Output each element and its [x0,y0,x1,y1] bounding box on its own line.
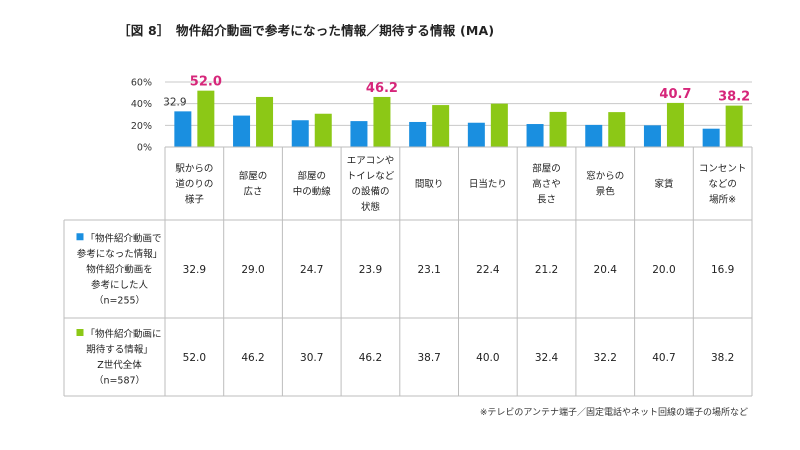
table-cell-value: 22.4 [476,264,500,276]
y-tick-label: 40% [131,99,152,110]
data-label-highlight: 52.0 [190,75,222,90]
table-cell-value: 21.2 [535,264,558,276]
category-label: 道のりの [175,178,213,190]
series-label: 期待する情報」 [86,344,153,356]
table-cell-value: 32.2 [594,352,617,364]
bar-series2 [549,111,567,147]
footnote: ※テレビのアンテナ端子／固定電話やネット回線の端子の場所など [479,408,748,418]
table-cell-value: 38.7 [417,352,440,364]
category-label: 家賃 [654,178,673,190]
category-label: などの [708,179,737,190]
category-label: コンセント [699,163,747,174]
table-cell-value: 40.0 [476,352,499,364]
data-label-highlight: 38.2 [718,90,750,105]
table-cell-value: 46.2 [241,352,264,364]
data-label: 32.9 [163,96,186,108]
bar-series2 [608,112,626,147]
chart-title: ［図 8］ 物件紹介動画で参考になった情報／期待する情報 (MA) [118,23,495,38]
series-label: 「物件紹介動画に [85,328,161,340]
table-cell-value: 52.0 [183,352,206,364]
table-cell-value: 32.9 [183,264,206,276]
table-cell-value: 23.1 [417,264,440,276]
category-label: の設備の [351,186,389,198]
y-tick-label: 60% [131,78,152,89]
table-cell-value: 40.7 [652,352,675,364]
bar-series2 [666,102,684,147]
bar-series1 [526,124,544,147]
bar-series1 [291,120,309,147]
category-label: 状態 [361,201,380,213]
bar-series2 [256,96,274,147]
bar-series2 [490,103,508,147]
series-label: 参考にした人 [91,279,149,291]
table-cell-value: 20.4 [594,264,618,276]
bar-series1 [233,115,251,147]
y-tick-label: 0% [137,143,152,154]
table-cell-value: 16.9 [711,264,734,276]
legend-swatch [76,233,84,241]
bar-series2 [432,105,450,147]
category-label: 部屋の [297,170,326,182]
series-label: （n=255） [94,294,145,306]
bar-series2 [197,90,215,147]
category-label: エアコンや [347,156,395,167]
series-label: Z世代全体 [97,359,142,371]
data-label-highlight: 40.7 [659,87,691,102]
table-cell-value: 38.2 [711,352,734,364]
category-label: 中の動線 [293,186,332,198]
category-label: 広さ [244,186,263,198]
series-label: （n=587） [94,375,145,387]
series-label: 物件紹介動画を [86,263,153,275]
category-label: 長さ [537,194,556,205]
bar-series2 [314,113,332,147]
data-label-highlight: 46.2 [366,81,398,96]
category-label: 場所※ [709,193,736,205]
bar-series1 [643,125,661,147]
bar-series1 [702,128,720,147]
category-label: 窓からの [586,170,624,182]
bar-series1 [409,121,427,147]
category-label: 高さや [532,178,561,190]
table-cell-value: 20.0 [652,264,675,276]
legend-swatch [76,329,84,336]
category-label: 日当たり [469,178,507,190]
bar-series2 [373,96,391,147]
series-label: 参考になった情報」 [77,248,163,260]
table-cell-value: 29.0 [241,264,264,276]
category-label: トイレなど [347,171,395,182]
bar-series2 [725,105,743,147]
category-label: 部屋の [532,162,561,174]
y-tick-label: 20% [131,121,152,132]
category-label: 様子 [185,193,205,205]
table-cell-value: 23.9 [359,264,382,276]
table-cell-value: 24.7 [300,264,323,276]
bar-series1 [467,122,485,147]
category-label: 間取り [415,179,444,190]
table-cell-value: 30.7 [300,352,323,364]
bar-series1 [174,111,192,147]
table-cell-value: 46.2 [359,352,382,364]
category-label: 駅からの [175,163,213,174]
category-label: 部屋の [239,170,268,182]
category-label: 景色 [596,186,616,198]
bar-series1 [350,121,368,147]
table-cell-value: 32.4 [535,352,559,364]
series-label: 「物件紹介動画で [85,232,161,244]
bar-series1 [585,124,603,147]
